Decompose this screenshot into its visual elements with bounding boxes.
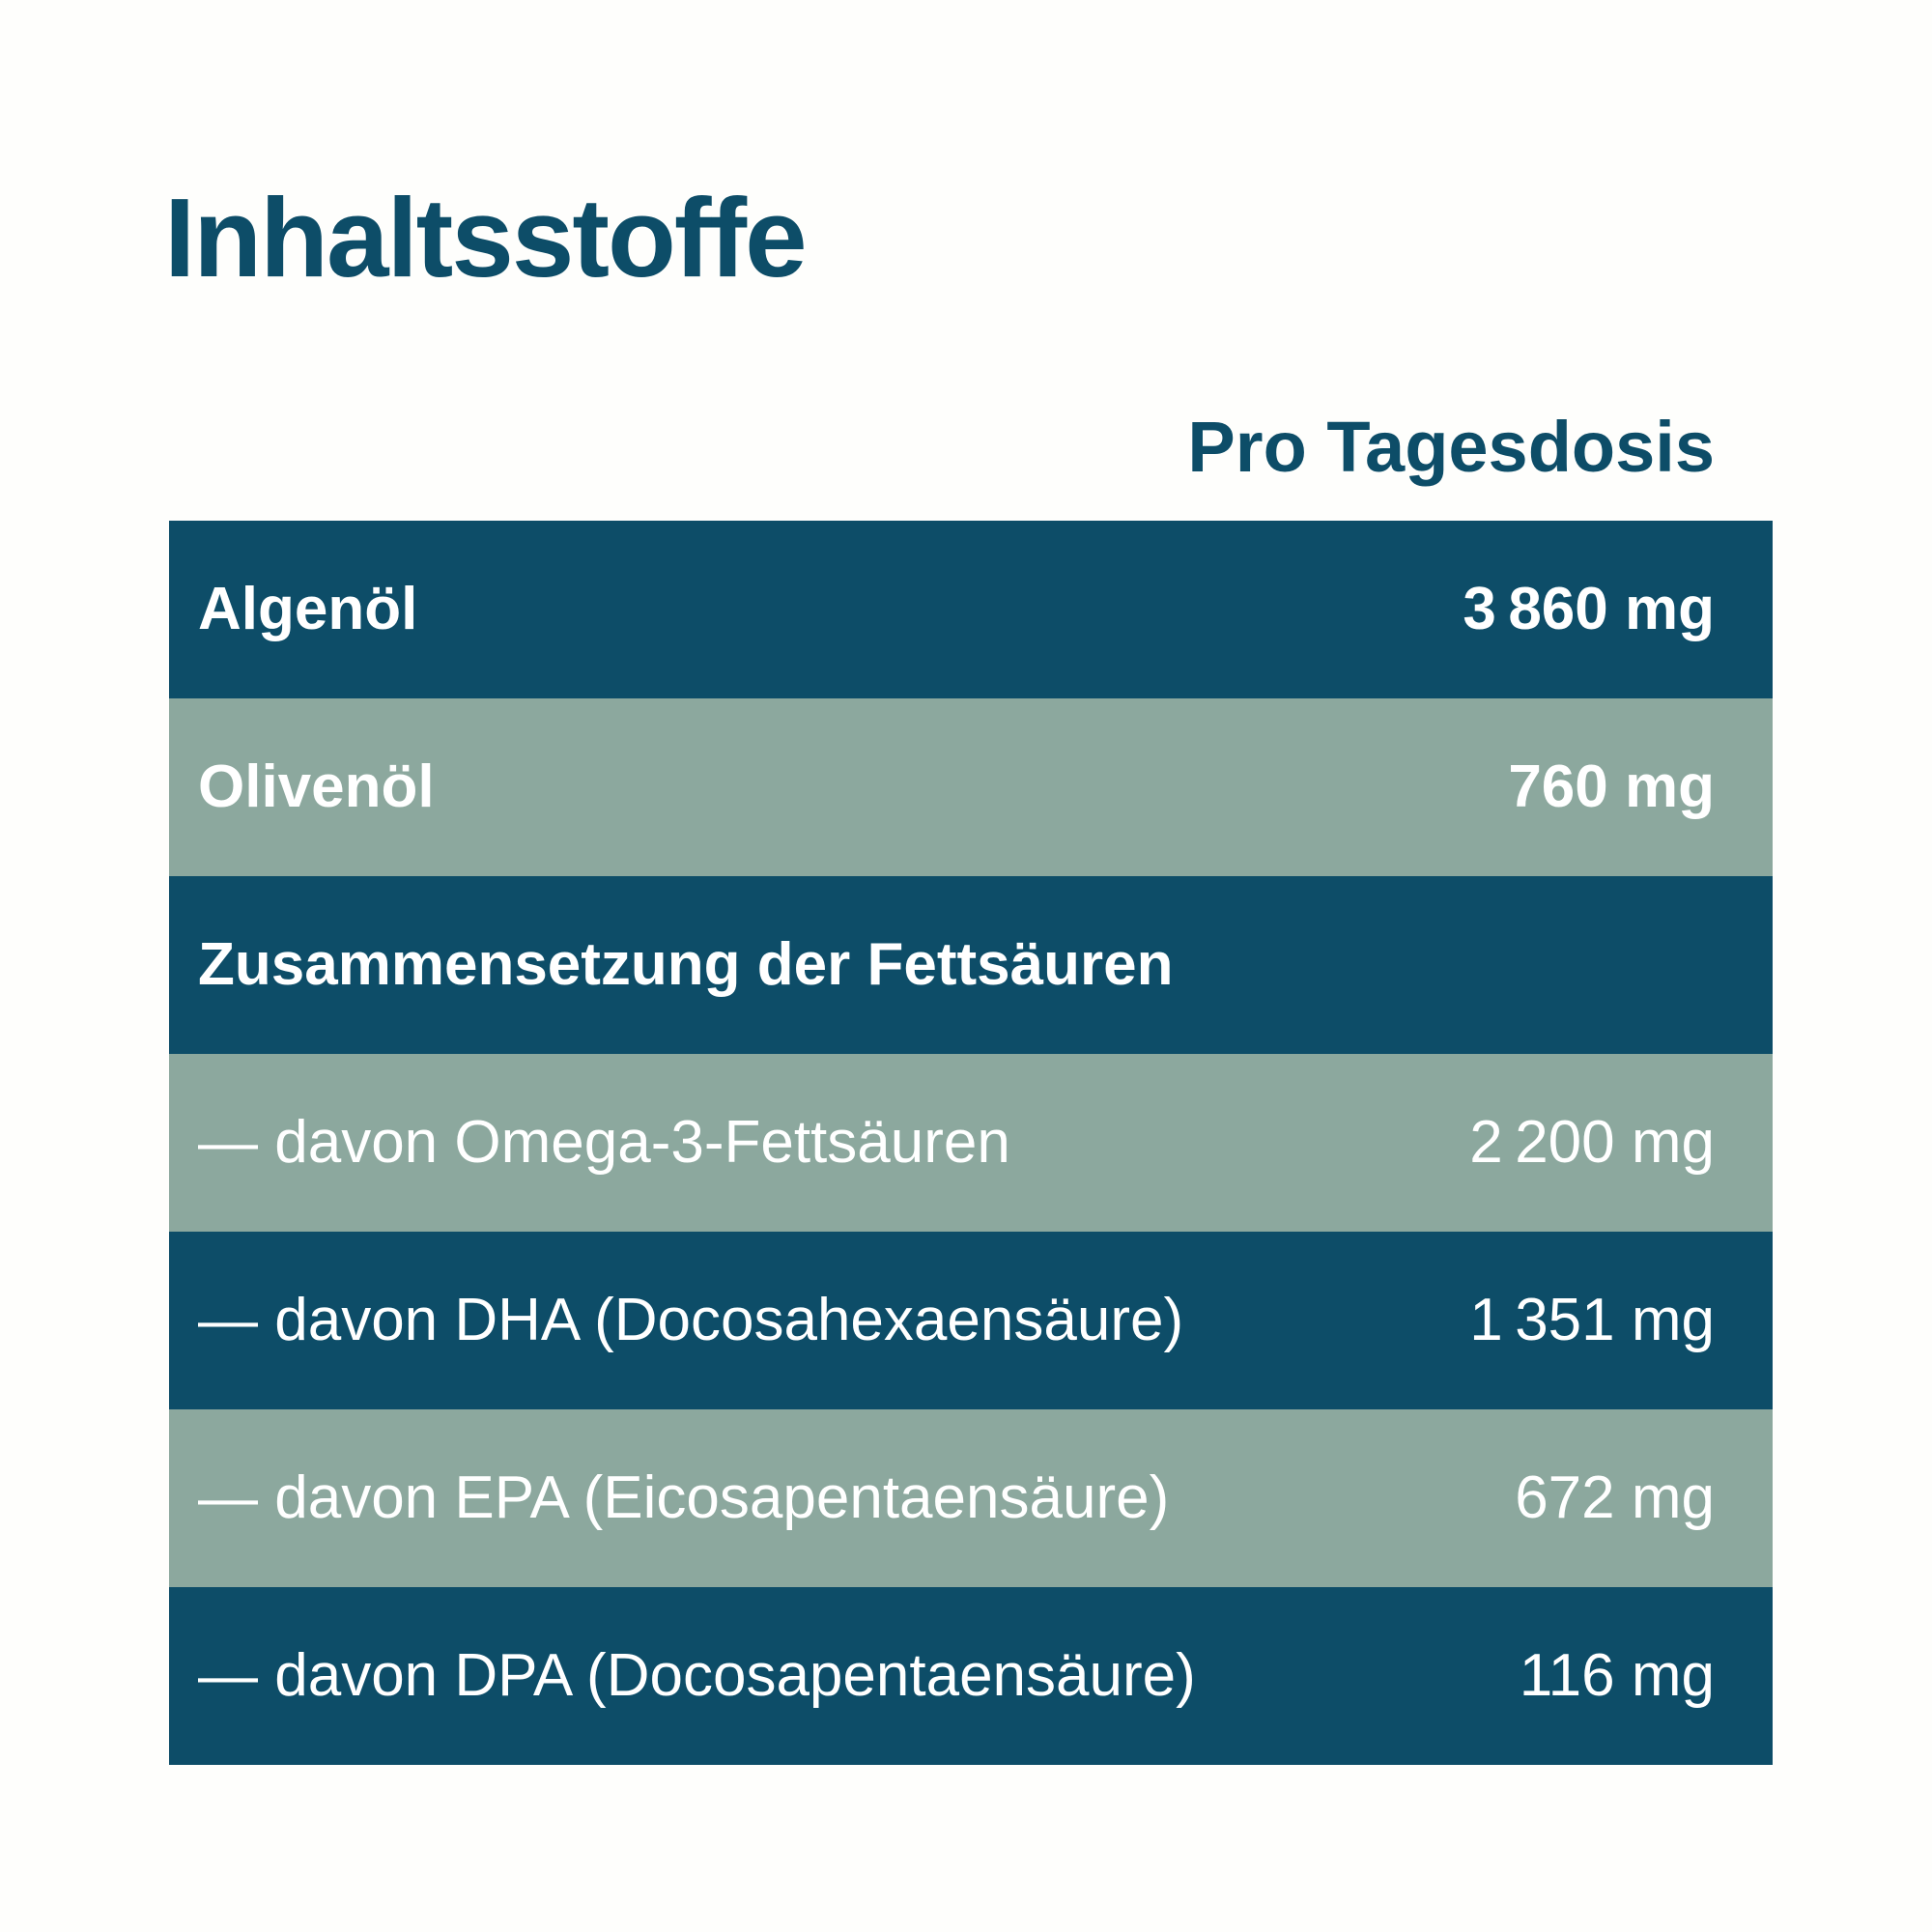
row-value: 1 351 mg bbox=[1469, 1287, 1715, 1353]
table-row-2: Zusammensetzung der Fettsäuren bbox=[169, 876, 1773, 1054]
row-value: 116 mg bbox=[1519, 1642, 1715, 1709]
row-value: 2 200 mg bbox=[1469, 1109, 1715, 1176]
table-row-1: Olivenöl 760 mg bbox=[169, 698, 1773, 876]
row-label: — davon Omega-3-Fettsäuren bbox=[198, 1109, 1010, 1176]
row-label: Olivenöl bbox=[198, 753, 435, 820]
table-row-6: — davon DPA (Docosapentaensäure) 116 mg bbox=[169, 1587, 1773, 1765]
row-label: — davon DHA (Docosahexaensäure) bbox=[198, 1287, 1184, 1353]
row-label: — davon DPA (Docosapentaensäure) bbox=[198, 1642, 1196, 1709]
table-row-3: — davon Omega-3-Fettsäuren 2 200 mg bbox=[169, 1054, 1773, 1232]
row-label: Zusammensetzung der Fettsäuren bbox=[198, 931, 1174, 998]
column-header-pro-tagesdosis: Pro Tagesdosis bbox=[1187, 407, 1715, 487]
row-value: 760 mg bbox=[1508, 753, 1715, 820]
row-value: 672 mg bbox=[1515, 1464, 1715, 1531]
table-row-4: — davon DHA (Docosahexaensäure) 1 351 mg bbox=[169, 1232, 1773, 1409]
row-value: 3 860 mg bbox=[1463, 576, 1715, 642]
ingredients-table: Algenöl 3 860 mg Olivenöl 760 mg Zusamme… bbox=[169, 521, 1773, 1765]
row-label: Algenöl bbox=[198, 576, 418, 642]
row-label: — davon EPA (Eicosapentaensäure) bbox=[198, 1464, 1170, 1531]
page-title: Inhaltsstoffe bbox=[164, 175, 808, 300]
table-row-0: Algenöl 3 860 mg bbox=[169, 521, 1773, 698]
table-row-5: — davon EPA (Eicosapentaensäure) 672 mg bbox=[169, 1409, 1773, 1587]
